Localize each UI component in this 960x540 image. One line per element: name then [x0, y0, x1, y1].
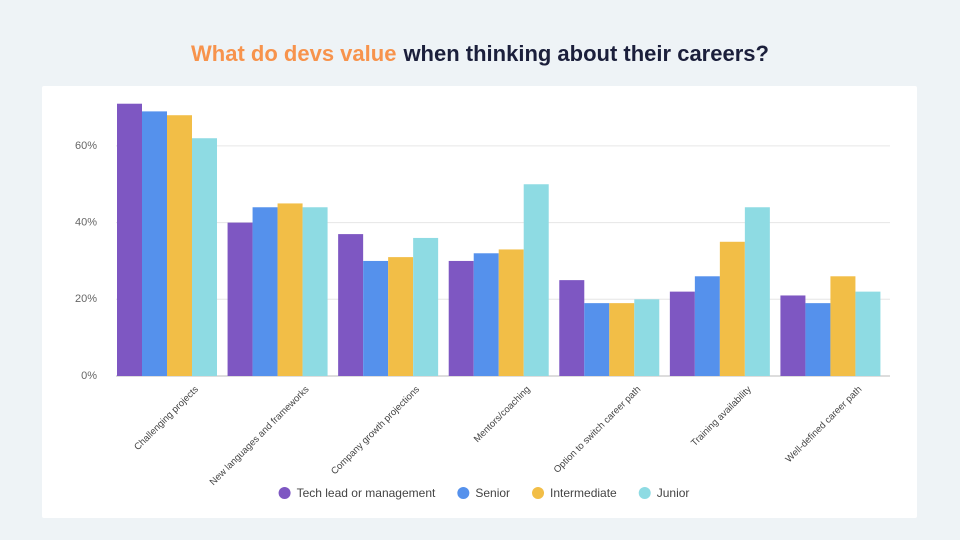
- bar: [559, 280, 585, 376]
- title-highlight: What do devs value: [191, 41, 396, 66]
- bar: [719, 241, 745, 376]
- legend-swatch: [278, 487, 291, 499]
- bar: [192, 138, 217, 376]
- bar: [830, 276, 856, 376]
- bar: [669, 291, 695, 376]
- bar: [694, 276, 720, 376]
- chart-title: What do devs value when thinking about th…: [191, 41, 769, 66]
- bar: [117, 103, 142, 376]
- bar: [855, 291, 881, 376]
- bar: [498, 249, 524, 376]
- bar: [302, 207, 328, 376]
- legend-label: Senior: [475, 486, 510, 500]
- legend-swatch: [532, 487, 545, 499]
- legend-item: Junior: [638, 486, 690, 500]
- title-rest: when thinking about their careers?: [402, 41, 769, 66]
- legend-swatch: [638, 487, 651, 499]
- bar: [634, 299, 660, 376]
- bar: [277, 203, 303, 376]
- bar: [805, 303, 831, 376]
- legend-item: Senior: [457, 486, 510, 500]
- legend-label: Junior: [657, 486, 690, 500]
- y-tick-label: 40%: [75, 217, 97, 229]
- bar: [167, 115, 192, 376]
- legend-item: Intermediate: [532, 486, 617, 500]
- bar: [448, 260, 474, 376]
- y-tick-label: 0%: [81, 370, 97, 382]
- bar: [523, 184, 549, 376]
- y-tick-label: 20%: [75, 293, 97, 305]
- bar: [363, 260, 389, 376]
- legend-swatch: [457, 487, 470, 499]
- bar: [584, 303, 610, 376]
- bar: [473, 253, 499, 376]
- bar: [252, 207, 278, 376]
- legend: Tech lead or management Senior Intermediat…: [278, 486, 690, 500]
- bar: [338, 234, 364, 376]
- bar: [744, 207, 770, 376]
- bar: [780, 295, 806, 376]
- legend-label: Intermediate: [550, 486, 617, 500]
- bar: [227, 222, 253, 376]
- y-tick-label: 60%: [75, 140, 97, 152]
- bar: [142, 111, 167, 376]
- bar: [388, 257, 414, 376]
- bar: [609, 303, 635, 376]
- bar: [413, 237, 439, 376]
- legend-label: Tech lead or management: [297, 486, 436, 500]
- legend-item: Tech lead or management: [278, 486, 436, 500]
